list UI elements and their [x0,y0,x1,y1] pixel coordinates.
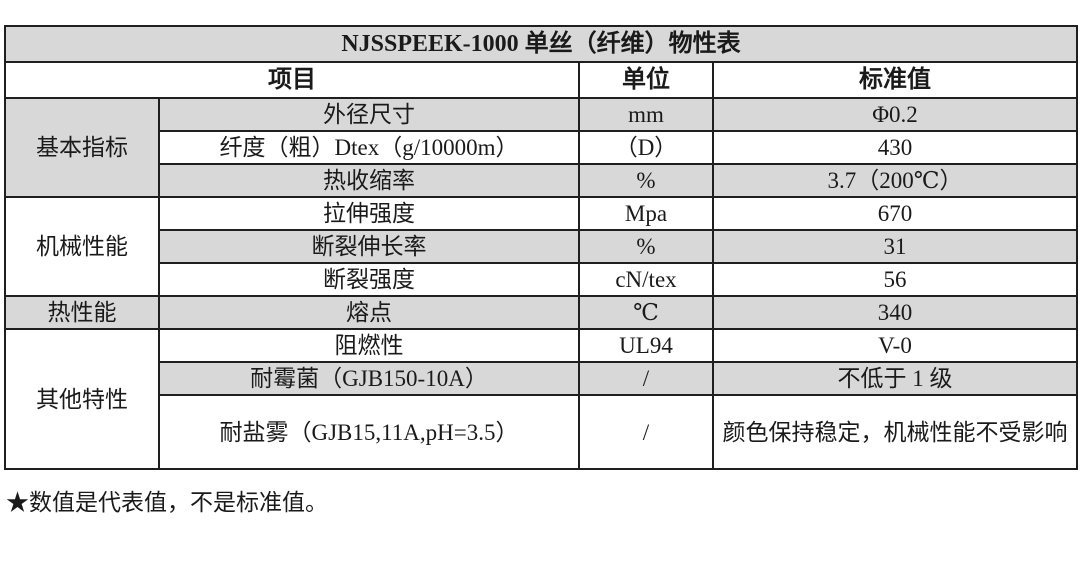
table-title-row: NJSSPEEK-1000 单丝（纤维）物性表 [4,25,1078,63]
item-cell: 纤度（粗）Dtex（g/10000m） [158,130,580,166]
item-cell: 外径尺寸 [158,96,580,133]
value-cell: 31 [712,229,1078,265]
value-cell: 颜色保持稳定，机械性能不受影响 [712,394,1078,471]
table-row: 纤度（粗）Dtex（g/10000m） （D） 430 [5,130,1078,166]
footnote: ★数值是代表值，不是标准值。 [6,483,1076,517]
unit-cell: / [578,361,714,397]
item-cell: 断裂强度 [158,262,580,298]
table-row: 断裂伸长率 % 31 [5,229,1078,265]
item-cell: 耐盐雾（GJB15,11A,pH=3.5） [158,394,580,471]
unit-cell: / [578,394,714,471]
table-row: 断裂强度 cN/tex 56 [5,262,1078,298]
table-row: 基本指标 外径尺寸 mm Φ0.2 [4,96,1078,199]
table-row: 耐霉菌（GJB150-10A） / 不低于 1 级 [5,361,1078,397]
column-header-value: 标准值 [712,61,1078,99]
category-cell-other: 其他特性 [4,328,160,471]
unit-cell: （D） [578,130,714,166]
table-row: 热性能 熔点 ℃ 340 [4,295,1078,331]
category-cell-basic: 基本指标 [4,96,160,199]
column-header-unit: 单位 [578,61,714,99]
table-row: 热收缩率 % 3.7（200℃） [5,163,1078,199]
unit-cell: % [578,163,714,199]
unit-cell: ℃ [578,295,714,331]
category-cell-mechanical: 机械性能 [4,196,160,298]
unit-cell: % [578,229,714,265]
table-row: 其他特性 阻燃性 UL94 V-0 [4,328,1078,471]
value-cell: 不低于 1 级 [712,361,1078,397]
value-cell: Φ0.2 [712,96,1078,133]
properties-table: NJSSPEEK-1000 单丝（纤维）物性表 项目 单位 标准值 基本指标 外… [4,25,1078,471]
unit-cell: mm [578,96,714,133]
table-row: 机械性能 拉伸强度 Mpa 670 [4,196,1078,298]
item-cell: 阻燃性 [158,328,580,364]
category-cell-thermal: 热性能 [4,295,160,331]
column-header-item: 项目 [4,61,580,99]
unit-cell: UL94 [578,328,714,364]
value-cell: 340 [712,295,1078,331]
value-cell: 56 [712,262,1078,298]
unit-cell: Mpa [578,196,714,232]
value-cell: 3.7（200℃） [712,163,1078,199]
unit-cell: cN/tex [578,262,714,298]
value-cell: 430 [712,130,1078,166]
item-cell: 断裂伸长率 [158,229,580,265]
table-header-row: 项目 单位 标准值 [4,61,1078,99]
item-cell: 熔点 [158,295,580,331]
table-row: 耐盐雾（GJB15,11A,pH=3.5） / 颜色保持稳定，机械性能不受影响 [5,394,1078,471]
table-title: NJSSPEEK-1000 单丝（纤维）物性表 [4,25,1078,63]
item-cell: 热收缩率 [158,163,580,199]
item-cell: 耐霉菌（GJB150-10A） [158,361,580,397]
footnote-text: 数值是代表值，不是标准值。 [29,490,328,516]
value-cell: V-0 [712,328,1078,364]
value-cell: 670 [712,196,1078,232]
item-cell: 拉伸强度 [158,196,580,232]
star-icon: ★ [6,490,29,516]
